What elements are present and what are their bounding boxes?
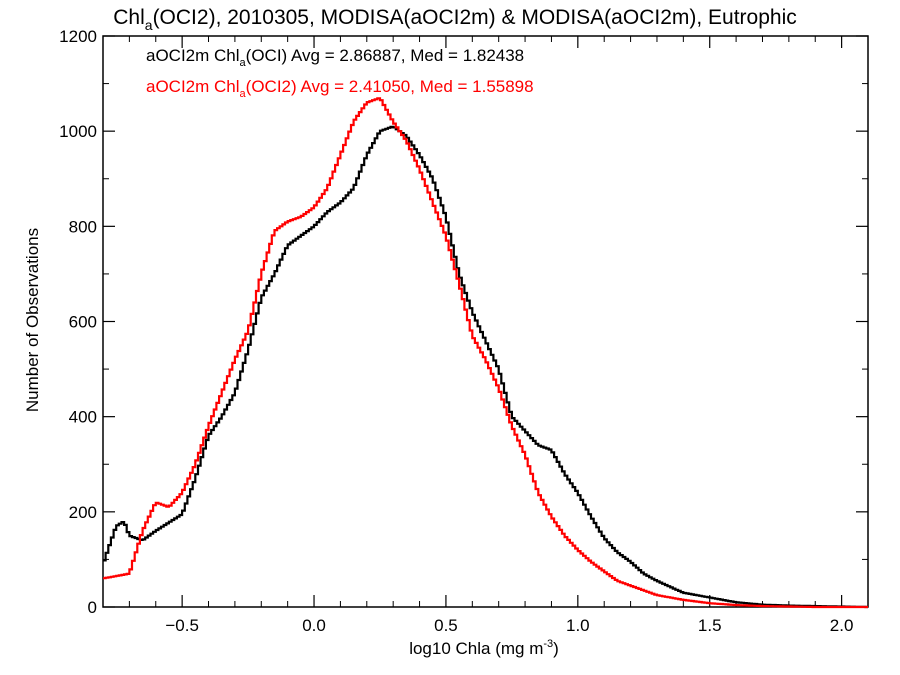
x-tick-label: 0.5 (434, 616, 458, 635)
x-axis-label: log10 Chla (mg m-3) (409, 638, 559, 658)
y-tick-label: 0 (88, 598, 97, 617)
x-tick-label: 1.0 (566, 616, 590, 635)
histogram-oci2-red (103, 97, 868, 609)
series-layer (103, 97, 868, 609)
plot-area (102, 35, 869, 608)
legend-entry-oci: aOCI2m Chla(OCI) Avg = 2.86887, Med = 1.… (146, 46, 524, 69)
y-tick-label: 1200 (59, 27, 97, 46)
legend-entry-oci2: aOCI2m Chla(OCI2) Avg = 2.41050, Med = 1… (146, 77, 534, 100)
legend: aOCI2m Chla(OCI) Avg = 2.86887, Med = 1.… (146, 46, 534, 100)
chart-title: Chla(OCI2), 2010305, MODISA(aOCI2m) & MO… (113, 6, 797, 33)
histogram-oci-black (103, 125, 868, 609)
x-tick-label: 1.5 (698, 616, 722, 635)
x-tick-label: 0.0 (302, 616, 326, 635)
y-tick-label: 200 (69, 503, 97, 522)
y-axis-ticks: 0 200 400 600 800 1000 1200 (59, 27, 868, 617)
y-tick-label: 1000 (59, 122, 97, 141)
y-tick-label: 600 (69, 313, 97, 332)
y-tick-label: 400 (69, 408, 97, 427)
y-axis-label: Number of Observations (23, 228, 42, 412)
x-tick-label: −0.5 (165, 616, 199, 635)
y-tick-label: 800 (69, 217, 97, 236)
x-axis-ticks: −0.5 0.0 0.5 1.0 1.5 2.0 (102, 36, 869, 635)
x-tick-label: 2.0 (830, 616, 854, 635)
